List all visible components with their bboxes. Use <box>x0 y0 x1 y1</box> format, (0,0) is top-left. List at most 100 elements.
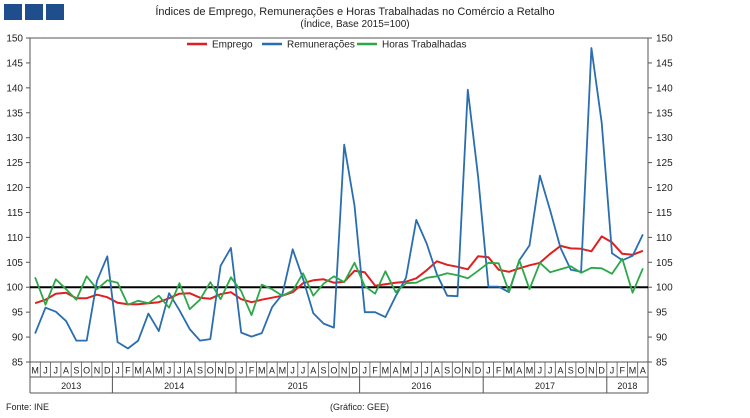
month-tick-label: J <box>239 366 244 376</box>
legend-label: Horas Trabalhadas <box>382 40 467 51</box>
month-tick-label: F <box>125 366 131 376</box>
plot-area <box>30 47 648 350</box>
legend: Emprego Remunerações Horas Trabalhadas <box>187 40 467 51</box>
month-tick-label: D <box>228 366 235 376</box>
source-label: Fonte: INE <box>6 402 49 412</box>
month-tick-label: N <box>217 366 224 376</box>
month-tick-label: J <box>54 366 59 376</box>
y-tick-label-left: 100 <box>6 283 23 294</box>
month-tick-label: N <box>588 366 595 376</box>
month-tick-label: O <box>207 366 214 376</box>
month-tick-label: A <box>393 366 399 376</box>
month-tick-label: J <box>301 366 306 376</box>
y-tick-label-left: 90 <box>12 333 24 344</box>
month-tick-label: M <box>31 366 39 376</box>
year-label: 2017 <box>535 381 555 391</box>
y-tick-label-left: 95 <box>12 308 24 319</box>
year-label: 2014 <box>164 381 184 391</box>
month-tick-label: M <box>505 366 513 376</box>
month-tick-label: M <box>258 366 266 376</box>
month-tick-label: N <box>94 366 101 376</box>
y-tick-label-left: 140 <box>6 83 23 94</box>
year-label: 2015 <box>288 381 308 391</box>
axes: 85 85 90 90 95 95 100 100 105 105 110 110 115 115 120 1… <box>6 34 673 394</box>
month-tick-label: J <box>610 366 615 376</box>
chart-title: Índices de Emprego, Remunerações e Horas… <box>155 5 554 18</box>
y-tick-label-right: 145 <box>656 58 673 69</box>
chart-subtitle: (Índice, Base 2015=100) <box>300 17 409 30</box>
month-tick-label: F <box>496 366 502 376</box>
y-tick-label-left: 150 <box>6 34 23 45</box>
month-tick-label: J <box>290 366 295 376</box>
month-tick-label: A <box>640 366 646 376</box>
y-tick-label-left: 125 <box>6 158 23 169</box>
y-tick-label-right: 90 <box>656 333 668 344</box>
year-label: 2018 <box>617 381 637 391</box>
y-tick-label-right: 85 <box>656 358 668 369</box>
month-tick-label: S <box>321 366 327 376</box>
y-tick-label-right: 115 <box>656 208 672 219</box>
month-tick-label: J <box>177 366 182 376</box>
month-tick-label: M <box>526 366 534 376</box>
month-tick-label: D <box>351 366 358 376</box>
y-tick-label-left: 130 <box>6 133 23 144</box>
month-tick-label: F <box>249 366 255 376</box>
month-tick-label: O <box>454 366 461 376</box>
y-tick-label-left: 135 <box>6 108 23 119</box>
month-tick-label: J <box>538 366 543 376</box>
month-tick-label: S <box>444 366 450 376</box>
legend-label: Remunerações <box>287 40 355 51</box>
brand-square <box>25 4 43 20</box>
series-line-remunerações <box>34 47 644 350</box>
month-tick-label: J <box>115 366 120 376</box>
month-tick-label: N <box>341 366 348 376</box>
y-tick-label-right: 110 <box>656 233 672 244</box>
month-tick-label: O <box>83 366 90 376</box>
month-tick-label: M <box>155 366 163 376</box>
month-tick-label: A <box>145 366 151 376</box>
month-tick-label: A <box>269 366 275 376</box>
month-tick-label: O <box>578 366 585 376</box>
year-label: 2013 <box>61 381 81 391</box>
brand-square <box>46 4 64 20</box>
y-tick-label-right: 120 <box>656 183 673 194</box>
series-line-horas-trabalhadas <box>34 257 644 317</box>
month-tick-label: A <box>310 366 316 376</box>
month-tick-label: J <box>414 366 419 376</box>
month-tick-label: J <box>486 366 491 376</box>
month-tick-label: M <box>279 366 287 376</box>
month-tick-label: F <box>620 366 626 376</box>
y-tick-label-left: 145 <box>6 58 23 69</box>
y-tick-label-right: 130 <box>656 133 673 144</box>
month-tick-label: A <box>63 366 69 376</box>
month-tick-label: A <box>516 366 522 376</box>
month-tick-label: M <box>402 366 410 376</box>
month-tick-label: S <box>568 366 574 376</box>
month-tick-label: M <box>134 366 142 376</box>
legend-label: Emprego <box>212 40 253 51</box>
y-tick-label-left: 110 <box>7 233 23 244</box>
month-tick-label: D <box>104 366 111 376</box>
brand-square <box>4 4 22 20</box>
credit-label: (Gráfico: GEE) <box>330 402 389 412</box>
month-tick-label: D <box>475 366 482 376</box>
y-tick-label-right: 140 <box>656 83 673 94</box>
month-tick-label: M <box>629 366 637 376</box>
month-tick-label: J <box>424 366 429 376</box>
year-label: 2016 <box>411 381 431 391</box>
y-tick-label-left: 105 <box>6 258 23 269</box>
month-tick-label: M <box>382 366 390 376</box>
month-tick-label: S <box>73 366 79 376</box>
month-tick-label: J <box>43 366 48 376</box>
month-tick-label: A <box>434 366 440 376</box>
y-tick-label-left: 85 <box>12 358 24 369</box>
y-tick-label-right: 105 <box>656 258 673 269</box>
y-tick-label-left: 115 <box>7 208 23 219</box>
month-tick-label: J <box>167 366 172 376</box>
y-tick-label-right: 100 <box>656 283 673 294</box>
month-tick-label: S <box>197 366 203 376</box>
month-tick-label: J <box>363 366 368 376</box>
series-line-emprego <box>34 235 644 306</box>
y-tick-label-right: 150 <box>656 34 673 45</box>
